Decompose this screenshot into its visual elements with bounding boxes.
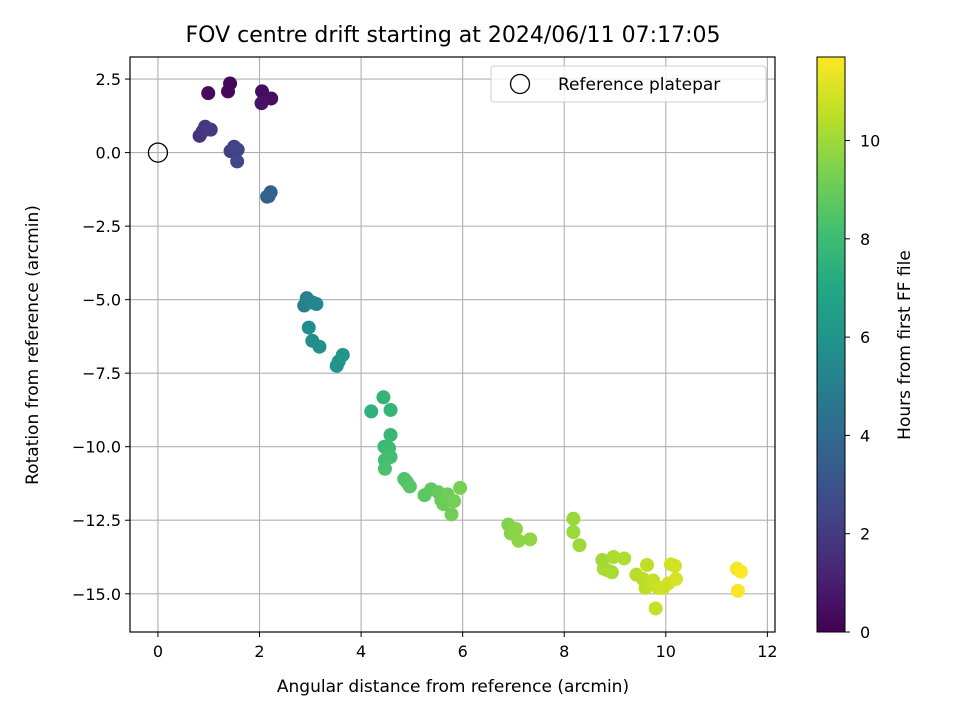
data-point bbox=[230, 142, 245, 157]
data-point bbox=[668, 572, 683, 587]
data-point bbox=[730, 583, 745, 598]
plot-frame bbox=[129, 56, 776, 633]
colorbar-tick-label: 4 bbox=[860, 426, 870, 445]
data-point bbox=[254, 96, 269, 111]
legend-entry-label: Reference platepar bbox=[558, 75, 720, 95]
data-point bbox=[667, 558, 682, 573]
data-point bbox=[309, 297, 324, 312]
colorbar-tick-label: 10 bbox=[860, 132, 880, 151]
chart-title: FOV centre drift starting at 2024/06/11 … bbox=[186, 23, 721, 48]
x-tick-label: 10 bbox=[656, 642, 676, 661]
colorbar: 0 2 4 6 8 10 Hours from first FF file bbox=[816, 56, 915, 642]
y-tick-label: −5.0 bbox=[82, 291, 121, 310]
data-point bbox=[383, 450, 398, 464]
data-point bbox=[566, 511, 581, 526]
data-point bbox=[312, 339, 327, 354]
x-axis-label: Angular distance from reference (arcmin) bbox=[277, 677, 629, 697]
data-point bbox=[203, 122, 218, 137]
data-point bbox=[617, 551, 632, 566]
data-point bbox=[733, 564, 748, 579]
data-point bbox=[606, 550, 621, 564]
data-point bbox=[230, 154, 245, 169]
x-tick-label: 0 bbox=[153, 642, 163, 661]
y-axis-label: Rotation from reference (arcmin) bbox=[23, 205, 43, 485]
colorbar-tick-label: 0 bbox=[860, 623, 870, 642]
colorbar-tick-label: 6 bbox=[860, 328, 870, 347]
data-point bbox=[511, 533, 526, 548]
legend-box bbox=[490, 65, 767, 103]
y-tick-label: −10.0 bbox=[72, 438, 121, 457]
y-tick-label: 2.5 bbox=[96, 70, 121, 89]
colorbar-ticks: 0 2 4 6 8 10 bbox=[845, 132, 880, 642]
x-tick-label: 8 bbox=[559, 642, 569, 661]
y-axis-ticks: 2.5 0.0 −2.5 −5.0 −7.5 −10.0 −12.5 −15.0 bbox=[72, 70, 130, 604]
data-point bbox=[648, 601, 663, 616]
colorbar-label: Hours from first FF file bbox=[895, 250, 915, 440]
data-point bbox=[523, 532, 538, 547]
y-tick-label: 0.0 bbox=[96, 144, 121, 163]
x-axis-ticks: 0 2 4 6 8 10 12 bbox=[153, 632, 778, 661]
data-point bbox=[447, 494, 462, 509]
data-point bbox=[301, 320, 316, 335]
data-point bbox=[640, 557, 655, 572]
x-tick-label: 4 bbox=[356, 642, 366, 661]
reference-platepar-marker bbox=[147, 142, 169, 163]
data-point bbox=[383, 402, 398, 417]
x-tick-label: 2 bbox=[254, 642, 264, 661]
colorbar-tick-label: 8 bbox=[860, 230, 870, 249]
data-point bbox=[453, 480, 468, 495]
y-tick-label: −2.5 bbox=[82, 217, 121, 236]
colorbar-tick-label: 2 bbox=[860, 525, 870, 544]
y-tick-label: −12.5 bbox=[72, 511, 121, 530]
legend: Reference platepar bbox=[490, 65, 767, 103]
data-point bbox=[376, 390, 391, 405]
data-point bbox=[402, 479, 417, 494]
data-point bbox=[201, 86, 216, 101]
data-point bbox=[566, 525, 581, 539]
data-point bbox=[261, 189, 276, 204]
data-point bbox=[383, 427, 398, 442]
data-points bbox=[192, 76, 748, 616]
data-point bbox=[444, 507, 459, 522]
data-point bbox=[221, 84, 236, 99]
data-point bbox=[572, 538, 587, 553]
legend-marker bbox=[509, 73, 531, 95]
y-tick-label: −15.0 bbox=[72, 585, 121, 604]
x-tick-label: 12 bbox=[757, 642, 777, 661]
data-point bbox=[377, 461, 392, 476]
y-tick-label: −7.5 bbox=[82, 364, 121, 383]
data-point bbox=[335, 347, 350, 362]
data-point bbox=[604, 565, 619, 580]
x-tick-label: 6 bbox=[458, 642, 468, 661]
colorbar-gradient bbox=[816, 56, 846, 633]
reference-marker-layer bbox=[147, 142, 169, 163]
data-point bbox=[364, 404, 379, 419]
